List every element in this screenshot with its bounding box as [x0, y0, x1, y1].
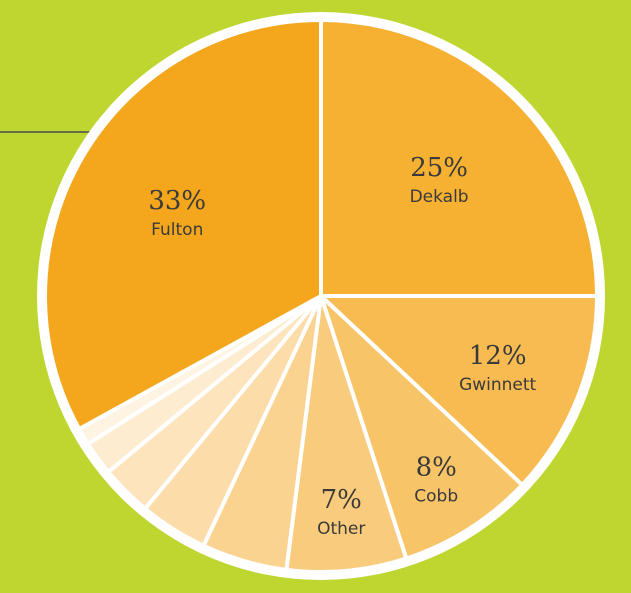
slice-value-label: 33%: [148, 186, 206, 216]
slice-value-label: 25%: [410, 153, 468, 183]
pie-slice: [284, 294, 409, 574]
slice-value-label: 12%: [469, 341, 527, 371]
slice-label: Other: [317, 519, 365, 539]
slice-value-label: 8%: [416, 453, 457, 483]
pie-slice: [43, 18, 323, 431]
slice-label: Cobb: [414, 487, 458, 507]
pie-slice: [319, 294, 525, 561]
slice-label: Dekalb: [410, 187, 469, 207]
slice-label: Fulton: [151, 220, 203, 240]
pie-slice: [319, 18, 599, 298]
slice-label: Gwinnett: [459, 375, 536, 395]
pie-slice: [319, 294, 599, 487]
slice-value-label: 7%: [321, 485, 362, 515]
